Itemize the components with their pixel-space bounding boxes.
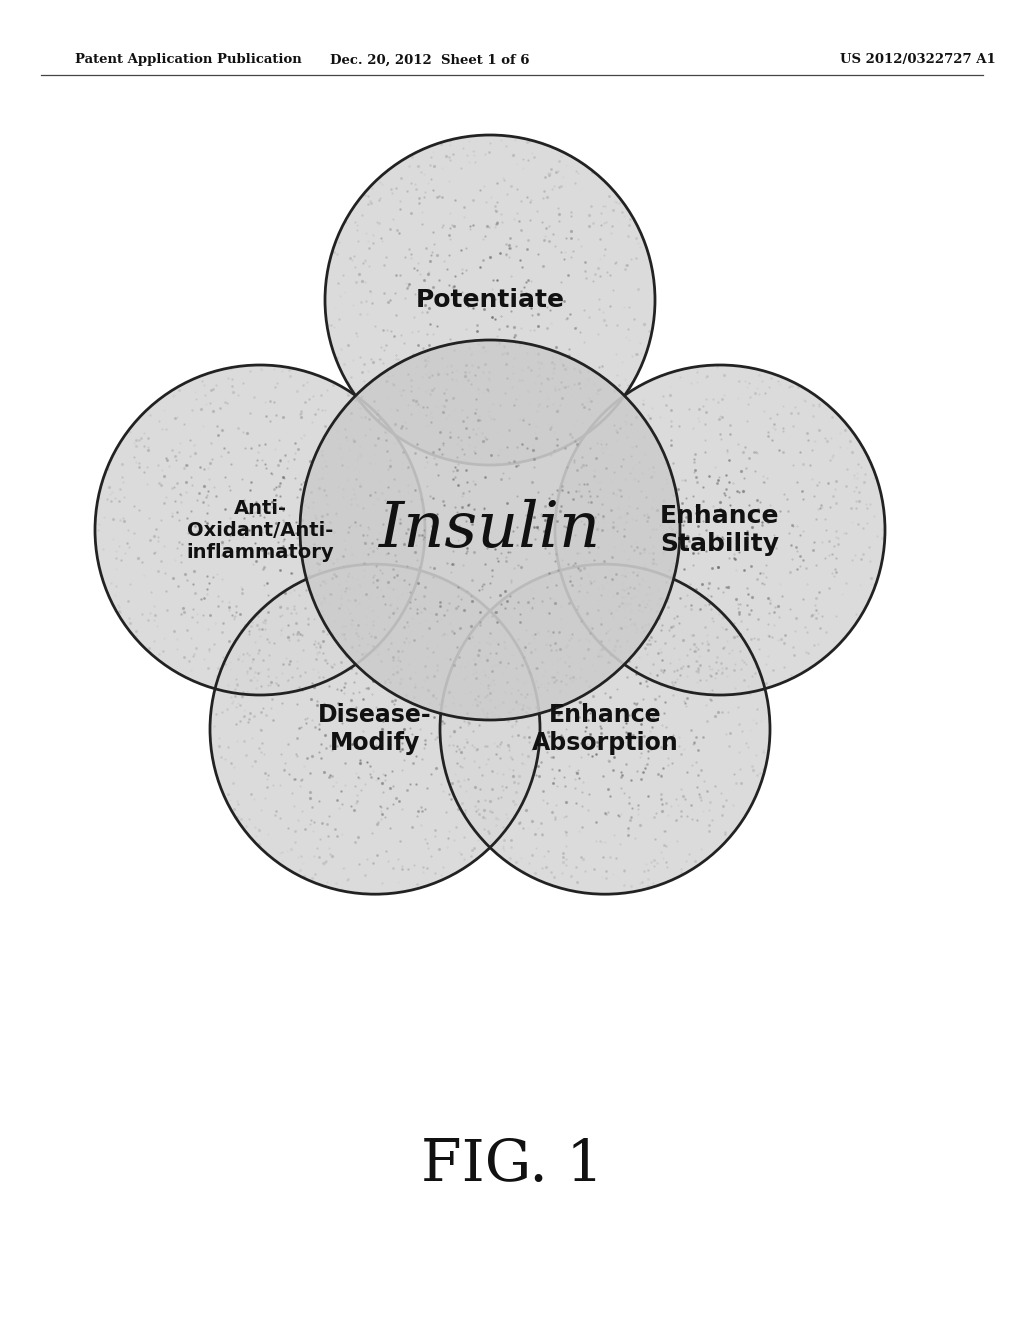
- Circle shape: [440, 564, 770, 894]
- Text: Patent Application Publication: Patent Application Publication: [75, 54, 302, 66]
- Text: Potentiate: Potentiate: [416, 288, 564, 312]
- Circle shape: [210, 564, 540, 894]
- Circle shape: [95, 366, 425, 696]
- Circle shape: [300, 341, 680, 719]
- Text: Dec. 20, 2012  Sheet 1 of 6: Dec. 20, 2012 Sheet 1 of 6: [331, 54, 529, 66]
- Text: Enhance
Absorption: Enhance Absorption: [531, 704, 678, 755]
- Text: US 2012/0322727 A1: US 2012/0322727 A1: [840, 54, 995, 66]
- Circle shape: [555, 366, 885, 696]
- Circle shape: [325, 135, 655, 465]
- Text: Insulin: Insulin: [379, 499, 601, 561]
- Text: Enhance
Stability: Enhance Stability: [660, 504, 779, 556]
- Text: FIG. 1: FIG. 1: [421, 1137, 603, 1193]
- Text: Disease-
Modify: Disease- Modify: [318, 704, 432, 755]
- Text: Anti-
Oxidant/Anti-
inflammatory: Anti- Oxidant/Anti- inflammatory: [186, 499, 334, 561]
